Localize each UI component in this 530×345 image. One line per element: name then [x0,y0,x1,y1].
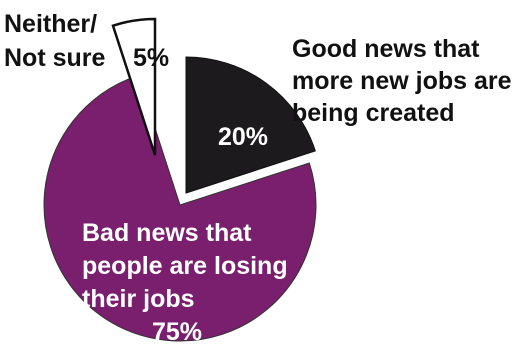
slice-label-neither-not-sure: Neither/ Not sure [4,10,106,72]
pie-slice-good-news [185,56,316,194]
pie-slice-neither-not-sure [111,17,157,156]
value-label-bad-news: 75% [152,318,202,345]
value-label-good-news: 20% [218,123,268,151]
slice-label-bad-news: Bad news that people are losing their jo… [82,219,295,313]
pie-slice-bad-news [43,75,317,342]
slice-label-good-news: Good news that more new jobs are being c… [292,35,518,127]
value-label-neither: 5% [133,44,169,72]
